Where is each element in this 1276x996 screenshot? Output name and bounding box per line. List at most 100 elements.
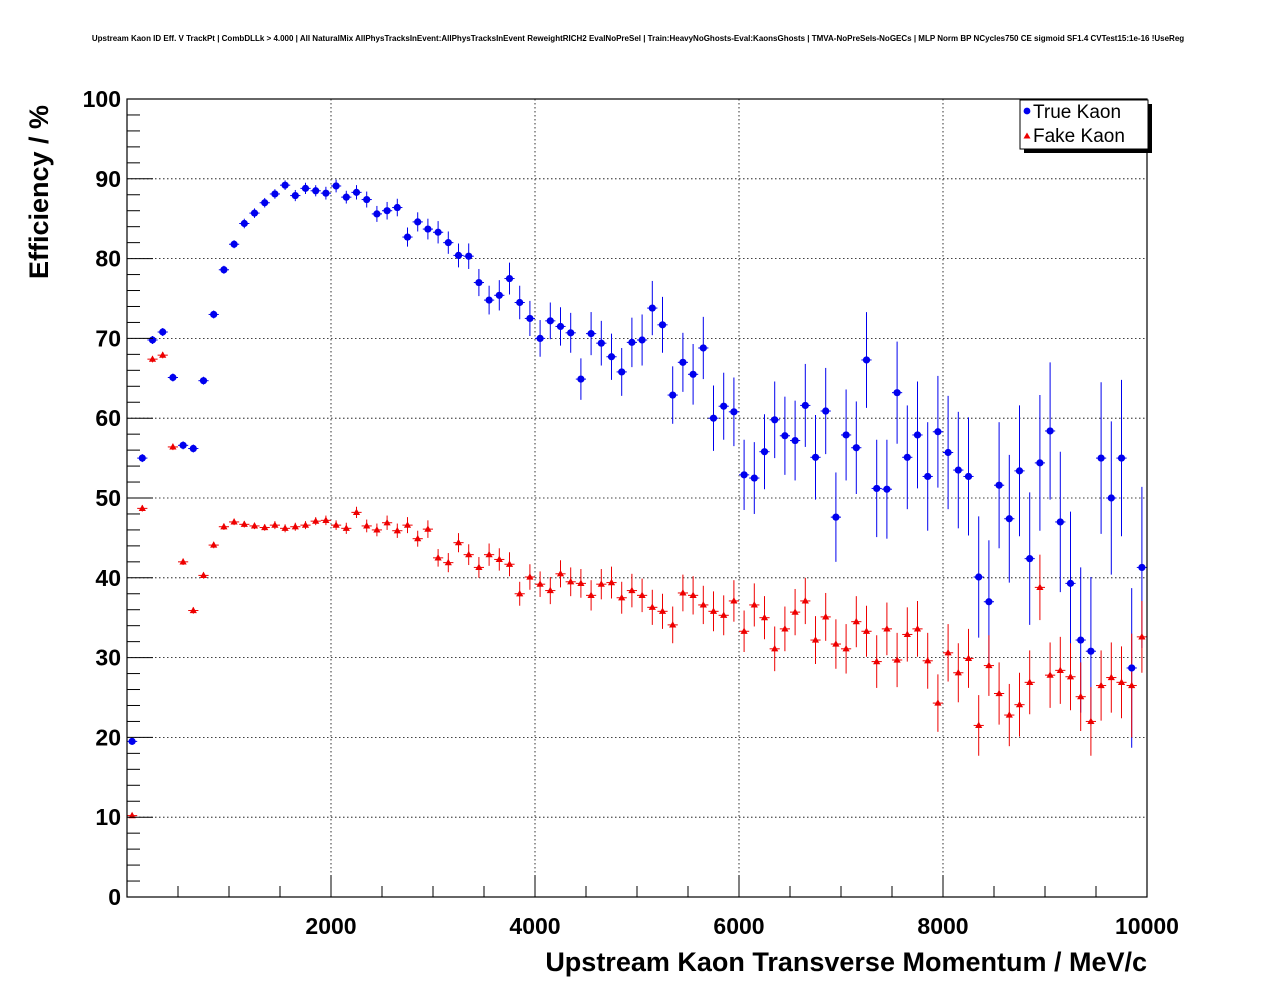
fake-kaon-point xyxy=(516,589,524,597)
true-kaon-point xyxy=(485,296,493,304)
true-kaon-point xyxy=(199,377,208,385)
true-kaon-point xyxy=(771,416,779,424)
true-kaon-point xyxy=(220,266,228,274)
fake-kaon-point xyxy=(281,524,289,531)
fake-kaon-point xyxy=(607,578,616,586)
fake-kaon-point xyxy=(454,538,463,546)
true-kaon-point xyxy=(1077,636,1085,644)
true-kaon-point xyxy=(148,336,157,344)
true-kaon-point xyxy=(454,251,463,260)
y-tick-label: 20 xyxy=(95,724,121,750)
fake-kaon-point xyxy=(1026,678,1034,685)
true-kaon-point xyxy=(169,373,177,382)
true-kaon-point xyxy=(832,513,840,521)
true-kaon-point xyxy=(210,310,218,319)
grid-lines xyxy=(127,99,1147,897)
true-kaon-point xyxy=(261,199,269,207)
fake-kaon-point xyxy=(975,721,983,729)
fake-kaon-point xyxy=(669,621,677,628)
fake-kaon-point xyxy=(1077,692,1085,700)
fake-kaon-point xyxy=(444,558,452,566)
true-kaon-point xyxy=(689,370,697,378)
fake-kaon-point xyxy=(893,656,901,663)
true-kaon-point xyxy=(791,436,799,445)
true-kaon-point xyxy=(301,184,310,192)
true-kaon-point xyxy=(424,225,432,233)
true-kaon-point xyxy=(903,453,911,461)
true-kaon-point xyxy=(964,472,973,481)
fake-kaon-point xyxy=(434,554,442,561)
true-kaon-point xyxy=(638,336,646,344)
true-kaon-point xyxy=(669,391,677,399)
y-tick-label: 60 xyxy=(95,405,121,431)
true-kaon-point xyxy=(1117,454,1126,462)
fake-kaon-point xyxy=(495,555,503,563)
y-tick-label: 100 xyxy=(83,86,121,112)
true-kaon-point xyxy=(1056,518,1064,526)
y-tick-label: 50 xyxy=(95,485,121,511)
true-kaon-point xyxy=(1066,579,1075,587)
fake-kaon-point xyxy=(964,654,973,661)
legend: True Kaon Fake Kaon xyxy=(1019,99,1152,153)
true-kaon-point xyxy=(1097,454,1105,462)
fake-kaon-point xyxy=(985,661,993,669)
true-kaon-point xyxy=(526,314,534,323)
true-kaon-point xyxy=(1015,467,1024,475)
fake-kaon-point xyxy=(832,640,840,647)
true-kaon-point xyxy=(1138,563,1146,572)
true-kaon-point xyxy=(801,401,809,410)
fake-kaon-point xyxy=(291,522,299,530)
fake-kaon-point xyxy=(475,563,483,571)
fake-kaon-point xyxy=(546,586,554,594)
fake-kaon-point xyxy=(1015,700,1024,708)
true-kaon-point xyxy=(679,358,687,366)
true-kaon-point xyxy=(893,389,901,397)
true-kaon-point xyxy=(516,298,524,307)
true-kaon-point xyxy=(730,408,738,416)
fake-kaon-point xyxy=(862,627,871,634)
fake-kaon-point xyxy=(179,558,187,565)
true-kaon-point xyxy=(281,181,289,189)
fake-kaon-point xyxy=(628,586,636,594)
true-kaon-point xyxy=(658,321,667,329)
true-kaon-point xyxy=(240,219,248,228)
true-kaon-point xyxy=(1036,459,1044,467)
x-axis-title: Upstream Kaon Transverse Momentum / MeV/… xyxy=(545,947,1147,977)
true-kaon-point xyxy=(883,485,891,493)
fake-kaon-point xyxy=(934,699,942,706)
fake-kaon-point xyxy=(1087,717,1095,725)
y-tick-label: 70 xyxy=(95,325,121,351)
true-kaon-point xyxy=(873,484,881,493)
axis-ticks xyxy=(126,98,1148,898)
fake-kaon-point xyxy=(1066,672,1075,680)
fake-kaon-point xyxy=(148,355,157,362)
fake-kaon-point xyxy=(679,589,687,596)
fake-kaon-point xyxy=(995,689,1003,697)
fake-kaon-point xyxy=(138,504,146,511)
true-kaon-point xyxy=(342,193,350,201)
true-kaon-point xyxy=(179,441,187,449)
true-kaon-point xyxy=(159,328,167,336)
fake-kaon-point xyxy=(189,606,197,614)
true-kaon-point xyxy=(740,471,748,479)
true-kaon-point xyxy=(699,344,707,352)
fake-kaon-point xyxy=(842,645,850,652)
fake-kaon-point xyxy=(618,593,626,601)
true-kaon-point xyxy=(1128,664,1136,672)
fake-kaon-point xyxy=(128,811,136,819)
true-kaon-point xyxy=(352,188,361,196)
true-kaon-point xyxy=(505,274,514,283)
true-kaon-point xyxy=(383,207,391,215)
fake-kaon-point xyxy=(352,508,361,515)
y-tick-label: 80 xyxy=(95,246,121,272)
true-kaon-point xyxy=(760,448,769,456)
fake-kaon-point xyxy=(1138,633,1146,640)
tick-labels: 2000 4000 6000 8000 10000 0 10 20 30 40 50 60 70 80 90… xyxy=(83,86,1179,939)
true-kaon-point xyxy=(536,334,544,342)
fake-kaon-point xyxy=(924,656,932,664)
true-kaon-point xyxy=(822,407,830,415)
fake-kaon-point xyxy=(250,522,259,529)
fake-kaon-point xyxy=(1046,671,1054,678)
fake-kaon-point xyxy=(791,608,799,615)
fake-kaon-point xyxy=(465,550,473,558)
